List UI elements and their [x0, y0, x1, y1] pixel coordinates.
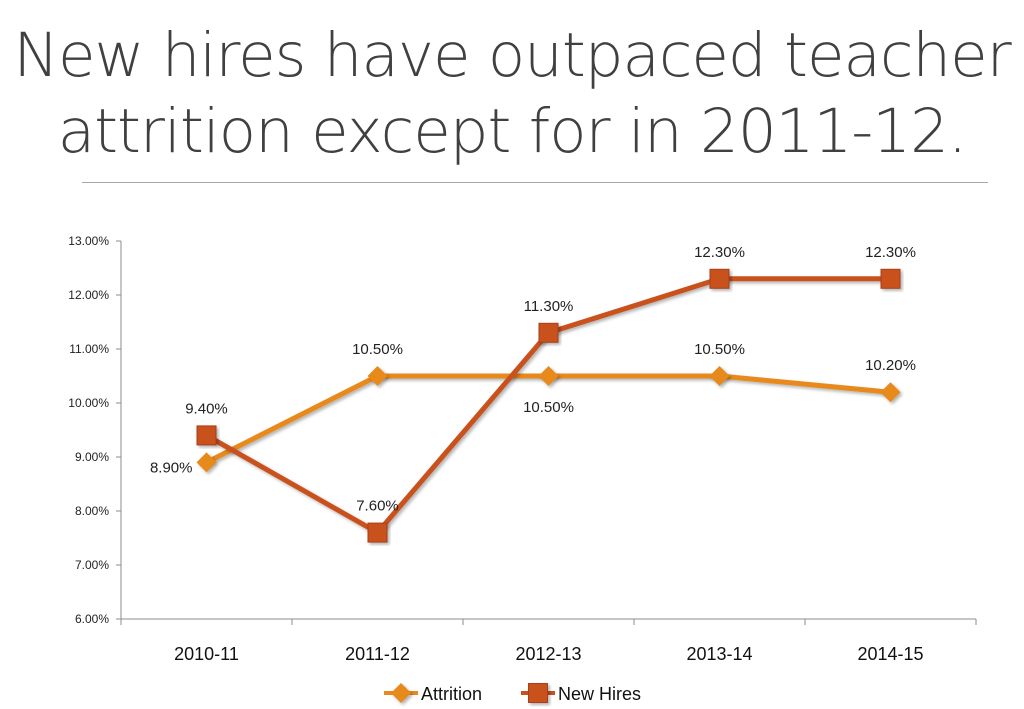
- attrition-line: [205, 373, 891, 465]
- new-hires-data-label: 12.30%: [865, 244, 916, 261]
- title-divider: [82, 182, 988, 183]
- y-tick-label: 11.00%: [69, 342, 109, 356]
- attrition-point: [538, 366, 559, 386]
- slide-title: New hires have outpaced teacher attritio…: [0, 18, 1024, 170]
- attrition-point: [709, 366, 730, 386]
- y-tick-label: 13.00%: [68, 234, 109, 248]
- x-tick-label: 2012-13: [515, 644, 581, 664]
- y-tick-label: 12.00%: [68, 288, 109, 302]
- y-tick-label: 7.00%: [75, 558, 109, 572]
- attrition-point: [367, 366, 388, 386]
- slide-title-line-2: attrition except for in 2011-12.: [57, 96, 968, 167]
- attrition-data-label: 10.20%: [865, 357, 916, 374]
- attrition-data-label: 10.50%: [523, 399, 574, 416]
- new-hires-point: [196, 425, 217, 446]
- new-hires-data-label: 9.40%: [185, 400, 228, 417]
- new-hires-point: [880, 268, 901, 289]
- legend-attrition-label: Attrition: [421, 684, 482, 704]
- attrition-data-label: 8.90%: [150, 459, 193, 476]
- legend-new-hires-marker: [528, 683, 548, 703]
- slide-title-line-1: New hires have outpaced teacher: [13, 20, 1011, 91]
- x-tick-label: 2014-15: [857, 644, 923, 664]
- new-hires-data-label: 11.30%: [524, 298, 574, 315]
- attrition-point: [196, 452, 217, 473]
- new-hires-point: [367, 522, 388, 543]
- attrition-data-label: 10.50%: [352, 341, 403, 358]
- new-hires-data-label: 12.30%: [694, 244, 745, 261]
- new-hires-data-label: 7.60%: [356, 498, 399, 515]
- new-hires-point: [538, 322, 559, 343]
- legend-new-hires-label: New Hires: [558, 684, 641, 704]
- x-tick-label: 2013-14: [686, 644, 752, 664]
- x-tick-label: 2011-12: [345, 644, 410, 664]
- attrition-point: [880, 382, 901, 403]
- attrition-data-label: 10.50%: [694, 341, 745, 358]
- y-tick-label: 8.00%: [75, 504, 109, 518]
- y-tick-label: 10.00%: [68, 396, 109, 410]
- x-tick-label: 2010-11: [174, 644, 239, 664]
- y-tick-label: 6.00%: [75, 612, 109, 626]
- y-tick-label: 9.00%: [75, 450, 109, 464]
- legend-attrition-marker: [391, 683, 411, 703]
- new-hires-point: [709, 268, 730, 289]
